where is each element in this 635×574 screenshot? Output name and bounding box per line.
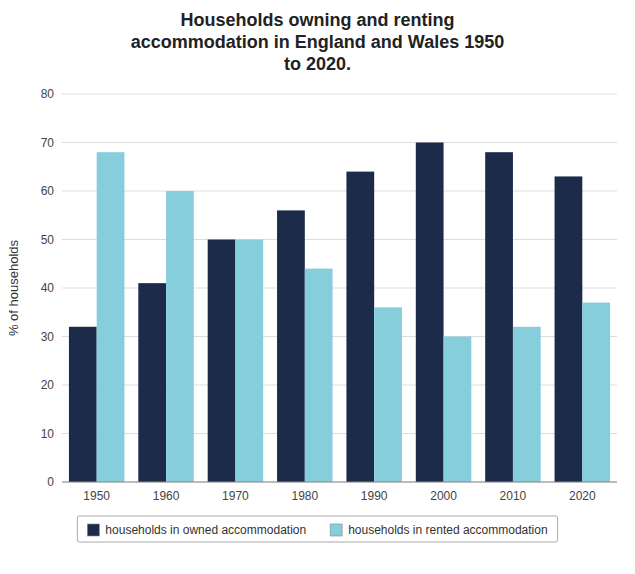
bar xyxy=(346,172,374,482)
bar xyxy=(416,143,444,483)
title-line: accommodation in England and Wales 1950 xyxy=(131,32,504,52)
grid-line xyxy=(62,239,617,240)
chart-title: Households owning and rentingaccommodati… xyxy=(131,10,504,74)
bar xyxy=(166,191,194,482)
bar xyxy=(235,240,263,483)
x-tick-label: 2020 xyxy=(569,489,596,503)
bar xyxy=(305,269,333,482)
bar xyxy=(97,152,125,482)
y-tick-label: 30 xyxy=(41,330,55,344)
legend-label: households in rented accommodation xyxy=(348,523,547,537)
bar xyxy=(555,176,583,482)
x-tick-label: 1960 xyxy=(153,489,180,503)
legend-swatch xyxy=(330,524,342,536)
x-tick-label: 1990 xyxy=(361,489,388,503)
legend-frame xyxy=(77,516,557,542)
grid-line xyxy=(62,482,617,483)
bar xyxy=(208,240,236,483)
grid-line xyxy=(62,142,617,143)
title-line: Households owning and renting xyxy=(181,10,455,30)
bar xyxy=(277,210,305,482)
bar xyxy=(444,337,472,483)
grid-line xyxy=(62,191,617,192)
legend-label: households in owned accommodation xyxy=(105,523,306,537)
chart-svg: Households owning and rentingaccommodati… xyxy=(0,0,635,574)
bar xyxy=(374,307,402,482)
bars xyxy=(69,143,610,483)
y-tick-label: 70 xyxy=(41,136,55,150)
bar xyxy=(513,327,541,482)
x-tick-label: 2010 xyxy=(500,489,527,503)
legend-swatch xyxy=(87,524,99,536)
grid xyxy=(62,94,617,482)
x-tick-label: 1980 xyxy=(291,489,318,503)
x-tick-label: 1950 xyxy=(83,489,110,503)
bar xyxy=(582,303,610,482)
x-axis-line xyxy=(62,482,617,483)
grid-line xyxy=(62,94,617,95)
y-tick-label: 20 xyxy=(41,378,55,392)
y-tick-label: 40 xyxy=(41,281,55,295)
y-tick-label: 50 xyxy=(41,233,55,247)
title-line: to 2020. xyxy=(284,54,351,74)
legend: households in owned accommodation househo… xyxy=(77,516,557,542)
bar xyxy=(138,283,166,482)
chart-container: Households owning and rentingaccommodati… xyxy=(0,0,635,574)
y-axis-label: % of households xyxy=(6,239,21,336)
bar xyxy=(485,152,513,482)
y-tick-label: 80 xyxy=(41,87,55,101)
y-tick-label: 10 xyxy=(41,427,55,441)
x-tick-label: 2000 xyxy=(430,489,457,503)
x-tick-label: 1970 xyxy=(222,489,249,503)
y-tick-label: 0 xyxy=(47,475,54,489)
y-tick-label: 60 xyxy=(41,184,55,198)
bar xyxy=(69,327,97,482)
